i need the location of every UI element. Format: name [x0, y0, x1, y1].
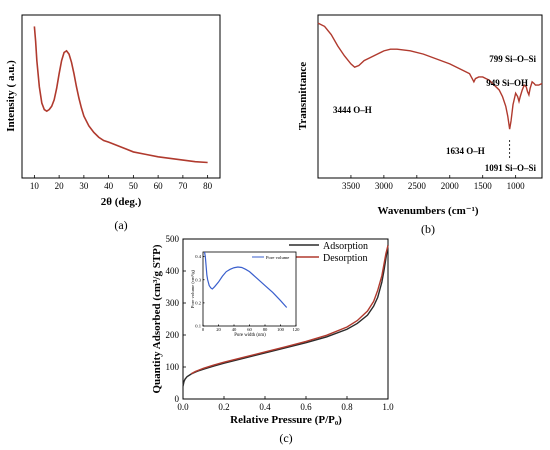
- inset-y-tick-label: 0.1: [195, 324, 201, 329]
- inset-x-tick-label: 60: [247, 327, 252, 332]
- panel-c-y-tick-label: 200: [166, 330, 180, 340]
- inset-y-tick-label: 0.4: [195, 254, 201, 259]
- panel-c-y-tick-label: 400: [166, 266, 180, 276]
- panel-b-x-tick-label: 1000: [507, 181, 526, 191]
- inset-x-tick-label: 20: [216, 327, 221, 332]
- panel-c-plot-frame: [182, 238, 389, 400]
- panel-b-y-label: Transmittance: [297, 62, 309, 130]
- inset-y-tick-label: 0.3: [195, 277, 201, 282]
- panel-c-caption: (c): [279, 431, 292, 445]
- inset-plot-frame: [202, 251, 297, 327]
- panel-a-x-tick-label: 60: [154, 181, 164, 191]
- inset-legend-label: Pore volume: [266, 255, 289, 260]
- panel-b-ftir: 3500 3000 2500 2000 1500 1000 3444 O–H 1634 O…: [297, 14, 543, 236]
- legend-adsorption-label: Adsorption: [323, 241, 368, 252]
- panel-c-x-tick-label: 1.0: [382, 402, 394, 412]
- panel-a-xrd: 10 20 30 40 50 60 70 80 2θ (deg.) Intensity ( a…: [5, 14, 221, 232]
- inset-x-tick-label: 100: [277, 327, 285, 332]
- panel-a-x-tick-label: 70: [178, 181, 188, 191]
- inset-x-tick-label: 120: [293, 327, 301, 332]
- inset-y-axis: 0.1 0.2 0.3 0.4: [195, 254, 205, 329]
- inset-x-tick-label: 80: [263, 327, 268, 332]
- panel-b-x-tick-label: 2500: [408, 181, 427, 191]
- inset-pore-volume-line: [203, 251, 288, 308]
- panel-c-y-tick-label: 0: [175, 394, 180, 404]
- desorption-line: [190, 245, 389, 375]
- legend-desorption-label: Desorption: [323, 253, 367, 264]
- annotation-1091: 1091 Si–O–Si: [485, 163, 537, 173]
- inset-x-tick-label: 40: [232, 327, 237, 332]
- panel-a-xrd-line: [33, 26, 208, 164]
- panel-b-annotations: 3444 O–H 1634 O–H 799 Si–O–Si 949 Si–OH …: [333, 54, 536, 173]
- panel-c-y-axis: 0 100 200 300 400 500: [166, 234, 186, 404]
- panel-c-x-axis: 0.0 0.2 0.4 0.6 0.8 1.0: [177, 396, 394, 412]
- panel-b-x-axis: 3500 3000 2500 2000 1500 1000: [342, 175, 525, 191]
- panel-a-plot-frame: [21, 14, 221, 179]
- inset-y-label: Pore volume (cm³/g): [190, 269, 195, 308]
- annotation-1634: 1634 O–H: [446, 146, 485, 156]
- panel-a-x-tick-label: 20: [55, 181, 65, 191]
- panel-c-y-tick-label: 300: [166, 298, 180, 308]
- inset-x-axis: 0 20 40 60 80 100 120: [202, 324, 301, 332]
- panel-a-x-tick-label: 10: [30, 181, 40, 191]
- panel-c-x-tick-label: 0.0: [177, 402, 189, 412]
- panel-b-x-label: Wavenumbers (cm⁻¹): [377, 205, 478, 217]
- panel-c-y-tick-label: 100: [166, 362, 180, 372]
- panel-b-ftir-line: [317, 22, 543, 130]
- panel-c-x-tick-label: 0.8: [341, 402, 353, 412]
- panel-c-x-tick-label: 0.6: [300, 402, 312, 412]
- inset-y-tick-label: 0.2: [195, 300, 201, 305]
- annotation-3444: 3444 O–H: [333, 105, 372, 115]
- panel-c-x-tick-label: 0.2: [218, 402, 229, 412]
- panel-b-x-tick-label: 3500: [342, 181, 361, 191]
- panel-a-x-tick-label: 30: [79, 181, 89, 191]
- panel-a-y-label: Intensity ( a.u.): [5, 60, 17, 132]
- annotation-799: 799 Si–O–Si: [489, 54, 536, 64]
- annotation-949: 949 Si–OH: [486, 78, 528, 88]
- inset-pore-distribution: 0 20 40 60 80 100 120 0.1 0.2 0.3 0.4 Pore volume…: [190, 251, 301, 338]
- panel-c-x-label: Relative Pressure (P/P₀): [230, 414, 342, 426]
- panel-c-y-label: Quantity Adsorbed (cm³/g STP): [151, 244, 163, 393]
- panel-a-x-tick-label: 80: [203, 181, 213, 191]
- panel-b-x-tick-label: 2000: [441, 181, 460, 191]
- panel-b-caption: (b): [421, 222, 435, 236]
- panel-a-x-label: 2θ (deg.): [101, 196, 142, 208]
- panel-a-x-tick-label: 50: [129, 181, 139, 191]
- panel-b-x-tick-label: 3000: [375, 181, 394, 191]
- panel-b-plot-frame: [317, 14, 543, 179]
- panel-c-y-tick-label: 500: [166, 234, 180, 244]
- panel-a-x-axis: 10 20 30 40 50 60 70 80: [30, 175, 213, 191]
- inset-x-label: Pore width (nm): [234, 333, 266, 338]
- panel-a-caption: (a): [114, 218, 127, 232]
- panel-c-legend: Adsorption Desorption: [289, 241, 368, 264]
- inset-x-tick-label: 0: [202, 327, 205, 332]
- adsorption-line: [182, 245, 389, 387]
- panel-a-x-tick-label: 40: [104, 181, 114, 191]
- panel-c-x-tick-label: 0.4: [259, 402, 271, 412]
- panel-b-x-tick-label: 1500: [474, 181, 493, 191]
